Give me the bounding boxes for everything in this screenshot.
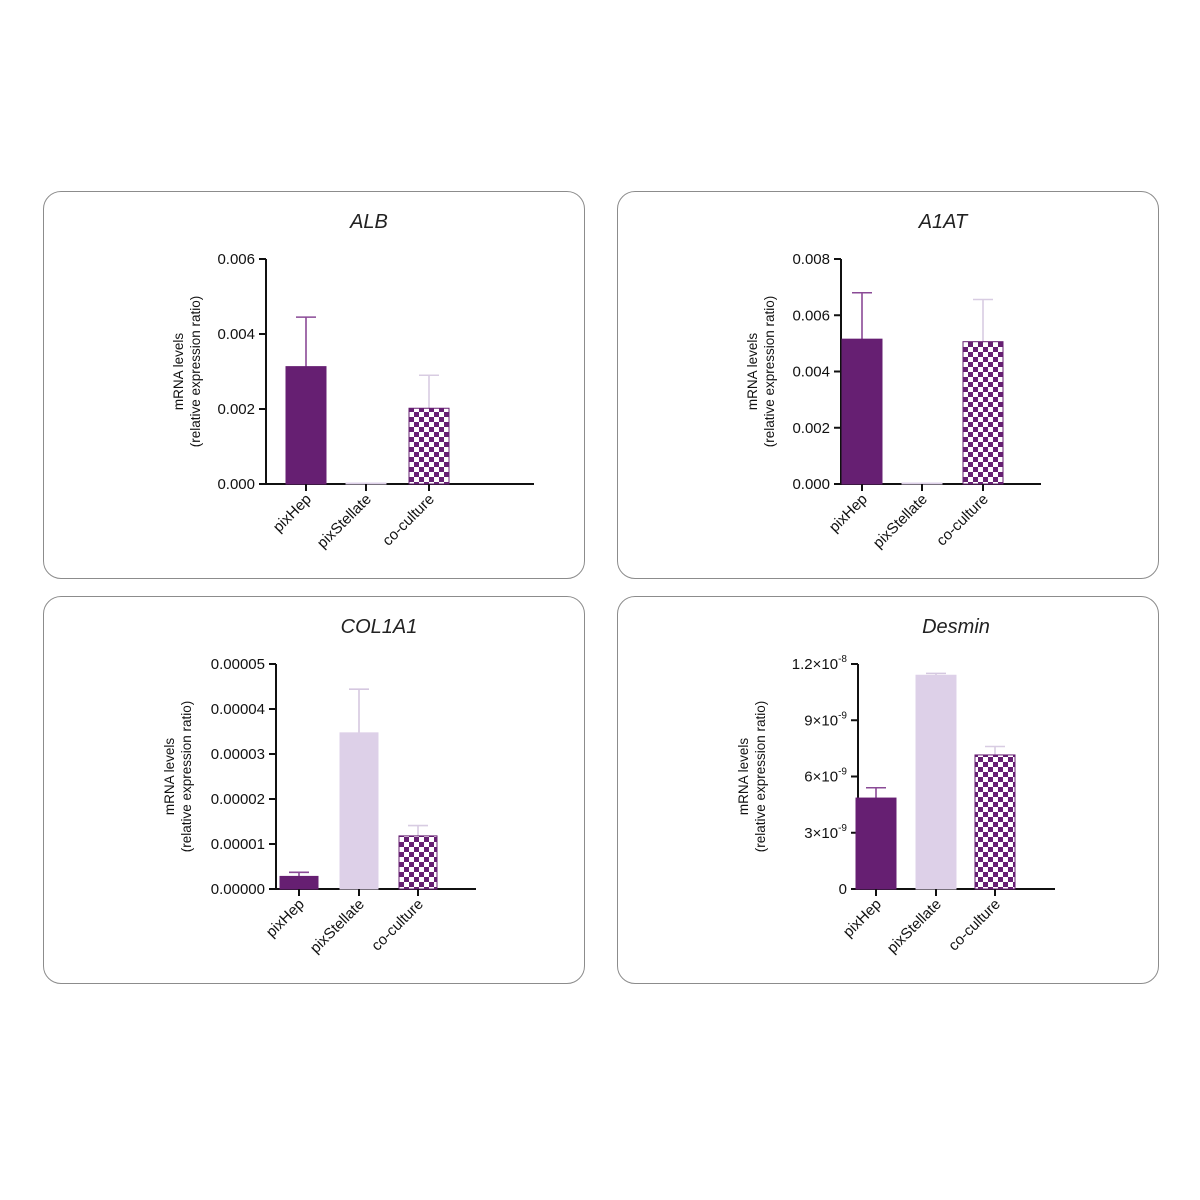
y-tick-label: 0.00001 <box>211 836 265 853</box>
y-axis-label: mRNA levels <box>162 738 177 816</box>
y-tick-label: 0.00005 <box>211 656 265 673</box>
chart-title: A1AT <box>918 211 969 233</box>
chart-panel-a1at: A1AT mRNA levels (relative expression rati… <box>617 191 1159 579</box>
category-label: pixHep <box>270 491 315 536</box>
y-axis-label: (relative expression ratio) <box>762 296 777 448</box>
y-tick-label: 0.00003 <box>211 746 265 763</box>
category-label: co-culture <box>368 896 427 955</box>
bar-co-culture <box>408 407 450 485</box>
bar-pixHep <box>285 366 327 485</box>
y-tick-label: 0.008 <box>792 251 830 268</box>
bar-pixStellate <box>339 732 379 890</box>
y-tick-label: 0.00004 <box>211 701 265 718</box>
y-tick-label: 0.002 <box>217 401 255 418</box>
chart-panel-desmin: Desmin mRNA levels (relative expression ra… <box>617 596 1159 984</box>
y-tick-label: 0.006 <box>217 251 255 268</box>
chart-svg-a1at: A1AT mRNA levels (relative expression rati… <box>745 211 1041 552</box>
category-label: pixHep <box>826 491 871 536</box>
y-tick-label: 6×10-9 <box>804 767 847 786</box>
bar-pixStellate <box>915 674 957 890</box>
bar-co-culture <box>962 341 1004 485</box>
y-axis-label: mRNA levels <box>745 333 760 411</box>
chart-title: ALB <box>349 211 388 233</box>
y-tick-label: 9×10-9 <box>804 710 847 729</box>
chart-panel-alb: ALB mRNA levels (relative expression ratio… <box>43 191 585 579</box>
y-tick-label: 0.00000 <box>211 881 265 898</box>
y-axis-label: (relative expression ratio) <box>188 296 203 448</box>
chart-panel-col1a1: COL1A1 mRNA levels (relative expression ra… <box>43 596 585 984</box>
y-tick-label: 0.00002 <box>211 791 265 808</box>
y-tick-label: 0.004 <box>217 326 255 343</box>
bar-co-culture <box>398 835 438 890</box>
bar-pixHep <box>841 338 883 485</box>
y-tick-label: 0 <box>839 881 847 898</box>
chart-svg-alb: ALB mRNA levels (relative expression ratio… <box>171 211 534 552</box>
bar-pixStellate <box>901 482 943 485</box>
y-tick-label: 3×10-9 <box>804 823 847 842</box>
bar-pixHep <box>855 797 897 890</box>
chart-title: Desmin <box>922 616 990 638</box>
category-label: co-culture <box>933 491 992 550</box>
category-label: pixHep <box>840 896 885 941</box>
y-tick-label: 0.002 <box>792 420 830 437</box>
category-label: co-culture <box>379 491 438 550</box>
y-axis-label: (relative expression ratio) <box>753 701 768 853</box>
y-axis-label: (relative expression ratio) <box>179 701 194 853</box>
y-axis-label: mRNA levels <box>736 738 751 816</box>
y-tick-label: 0.000 <box>217 476 255 493</box>
category-label: pixHep <box>263 896 308 941</box>
category-label: pixStellate <box>870 491 931 552</box>
bar-pixHep <box>279 875 319 890</box>
chart-title: COL1A1 <box>341 616 418 638</box>
y-axis-label: mRNA levels <box>171 333 186 411</box>
chart-svg-desmin: Desmin mRNA levels (relative expression ra… <box>736 616 1055 957</box>
chart-svg-col1a1: COL1A1 mRNA levels (relative expression ra… <box>162 616 476 957</box>
y-tick-label: 0.004 <box>792 364 830 381</box>
category-label: pixStellate <box>314 491 375 552</box>
category-label: co-culture <box>945 896 1004 955</box>
y-tick-label: 0.006 <box>792 307 830 324</box>
category-label: pixStellate <box>307 896 368 957</box>
category-label: pixStellate <box>884 896 945 957</box>
y-tick-label: 0.000 <box>792 476 830 493</box>
bar-co-culture <box>974 754 1016 890</box>
y-tick-label: 1.2×10-8 <box>792 654 848 673</box>
bar-pixStellate <box>345 482 387 485</box>
